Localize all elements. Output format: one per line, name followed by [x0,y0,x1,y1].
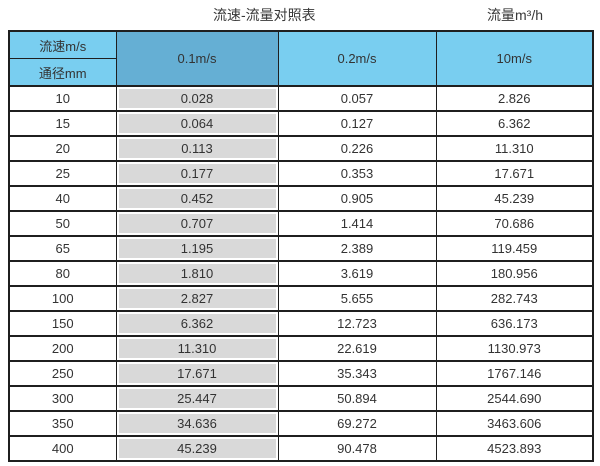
diameter-cell: 250 [8,360,117,387]
diameter-cell: 15 [8,110,117,137]
flow-value-cell: 0.057 [277,85,437,112]
table-row: 150 6.362 12.723 636.173 [8,310,594,337]
header-row-top: 流速m/s 0.1m/s 0.2m/s 10m/s [8,30,594,87]
table-row: 100 2.827 5.655 282.743 [8,285,594,312]
table-row: 25 0.177 0.353 17.671 [8,160,594,187]
flow-value-cell: 0.707 [115,210,279,237]
diameter-cell: 150 [8,310,117,337]
column-header-0-1ms: 0.1m/s [115,30,279,87]
diameter-cell: 100 [8,285,117,312]
flow-value-cell: 0.028 [115,85,279,112]
flow-value-cell: 119.459 [435,235,594,262]
diameter-cell: 10 [8,85,117,112]
table-row: 50 0.707 1.414 70.686 [8,210,594,237]
flow-value-cell: 34.636 [115,410,279,437]
flow-value-cell: 90.478 [277,435,437,462]
diameter-cell: 65 [8,235,117,262]
diameter-cell: 80 [8,260,117,287]
flow-value-cell: 1.195 [115,235,279,262]
diameter-cell: 40 [8,185,117,212]
table-body: 10 0.028 0.057 2.826 15 0.064 0.127 6.362 20 0.11… [8,85,594,462]
flow-value-cell: 0.452 [115,185,279,212]
flow-value-cell: 2.389 [277,235,437,262]
column-header-0-2ms: 0.2m/s [277,30,437,87]
table-row: 10 0.028 0.057 2.826 [8,85,594,112]
diameter-cell: 300 [8,385,117,412]
flow-value-cell: 6.362 [115,310,279,337]
flow-value-cell: 69.272 [277,410,437,437]
flow-value-cell: 50.894 [277,385,437,412]
flow-value-cell: 0.226 [277,135,437,162]
flow-value-cell: 1130.973 [435,335,594,362]
flow-value-cell: 5.655 [277,285,437,312]
diameter-cell: 400 [8,435,117,462]
flow-value-cell: 0.353 [277,160,437,187]
diameter-cell: 50 [8,210,117,237]
flow-value-cell: 0.113 [115,135,279,162]
flow-value-cell: 11.310 [115,335,279,362]
flow-value-cell: 45.239 [115,435,279,462]
flow-value-cell: 2544.690 [435,385,594,412]
flow-value-cell: 11.310 [435,135,594,162]
table-header: 流速m/s 0.1m/s 0.2m/s 10m/s 通径mm [8,30,594,87]
table-row: 300 25.447 50.894 2544.690 [8,385,594,412]
flow-value-cell: 3.619 [277,260,437,287]
flow-value-cell: 17.671 [435,160,594,187]
flow-rate-table: 流速m/s 0.1m/s 0.2m/s 10m/s 通径mm 10 0.028 0.… [8,30,594,462]
flow-value-cell: 0.177 [115,160,279,187]
table-row: 200 11.310 22.619 1130.973 [8,335,594,362]
flow-value-cell: 282.743 [435,285,594,312]
flow-value-cell: 0.127 [277,110,437,137]
flow-value-cell: 1.810 [115,260,279,287]
flow-value-cell: 3463.606 [435,410,594,437]
table-row: 250 17.671 35.343 1767.146 [8,360,594,387]
table-row: 65 1.195 2.389 119.459 [8,235,594,262]
column-header-10ms: 10m/s [435,30,594,87]
table-row: 20 0.113 0.226 11.310 [8,135,594,162]
flow-unit-label: 流量m³/h [487,7,543,23]
table-row: 80 1.810 3.619 180.956 [8,260,594,287]
diameter-cell: 25 [8,160,117,187]
flow-value-cell: 12.723 [277,310,437,337]
flow-value-cell: 2.827 [115,285,279,312]
flow-value-cell: 1767.146 [435,360,594,387]
flow-value-cell: 0.905 [277,185,437,212]
diameter-cell: 200 [8,335,117,362]
diameter-cell: 20 [8,135,117,162]
flow-value-cell: 2.826 [435,85,594,112]
flow-value-cell: 4523.893 [435,435,594,462]
corner-cell-diameter-label: 通径mm [8,58,117,87]
table-row: 350 34.636 69.272 3463.606 [8,410,594,437]
table-row: 40 0.452 0.905 45.239 [8,185,594,212]
flow-value-cell: 0.064 [115,110,279,137]
header-row-bottom: 通径mm [8,58,593,87]
flow-value-cell: 45.239 [435,185,594,212]
flow-value-cell: 25.447 [115,385,279,412]
flow-value-cell: 70.686 [435,210,594,237]
flow-value-cell: 180.956 [435,260,594,287]
flow-value-cell: 1.414 [277,210,437,237]
flow-value-cell: 6.362 [435,110,594,137]
diameter-cell: 350 [8,410,117,437]
table-row: 400 45.239 90.478 4523.893 [8,435,594,462]
page-title: 流速-流量对照表 [213,7,316,23]
flow-value-cell: 35.343 [277,360,437,387]
table-row: 15 0.064 0.127 6.362 [8,110,594,137]
corner-cell-velocity-label: 流速m/s [8,30,117,59]
flow-value-cell: 17.671 [115,360,279,387]
flow-value-cell: 636.173 [435,310,594,337]
flow-value-cell: 22.619 [277,335,437,362]
